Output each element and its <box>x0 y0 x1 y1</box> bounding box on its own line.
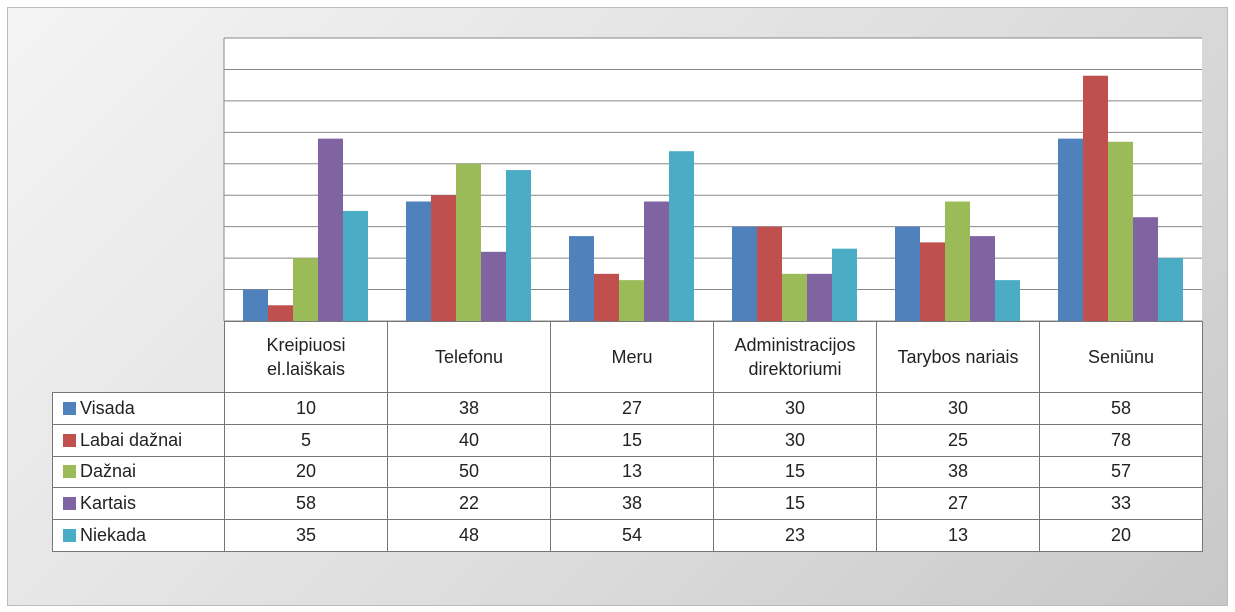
bar <box>644 201 669 321</box>
legend-key <box>63 433 76 447</box>
legend-key <box>63 401 76 415</box>
table-value: 15 <box>713 455 877 489</box>
bar <box>832 248 857 321</box>
table-value: 13 <box>550 455 714 489</box>
table-value: 38 <box>550 487 714 521</box>
table-value: 38 <box>876 455 1040 489</box>
table-value: 54 <box>550 519 714 552</box>
bar <box>895 226 920 321</box>
table-value: 15 <box>550 423 714 457</box>
legend-entry: Niekada <box>52 519 225 552</box>
table-value: 57 <box>1039 455 1203 489</box>
bar <box>945 201 970 321</box>
bar <box>1158 258 1183 321</box>
bar <box>243 289 268 321</box>
table-value: 13 <box>876 519 1040 552</box>
table-value: 48 <box>387 519 551 552</box>
bar <box>318 138 343 321</box>
table-value: 30 <box>713 392 877 425</box>
bar <box>594 273 619 321</box>
legend-entry: Labai dažnai <box>52 423 225 457</box>
table-value: 40 <box>387 423 551 457</box>
table-value: 22 <box>387 487 551 521</box>
bar <box>293 258 318 321</box>
table-value: 23 <box>713 519 877 552</box>
table-value: 78 <box>1039 423 1203 457</box>
bar <box>807 273 832 321</box>
table-value: 10 <box>224 392 388 425</box>
bar <box>970 236 995 321</box>
table-value: 27 <box>876 487 1040 521</box>
bar <box>343 210 368 321</box>
bar <box>1083 75 1108 321</box>
bar <box>481 251 506 321</box>
category-label: Meru <box>550 321 714 393</box>
table-value: 5 <box>224 423 388 457</box>
bar <box>506 170 531 321</box>
bar <box>1058 138 1083 321</box>
category-label: Tarybos nariais <box>876 321 1040 393</box>
table-value: 35 <box>224 519 388 552</box>
bar <box>920 242 945 321</box>
legend-key <box>63 529 76 543</box>
legend-label: Kartais <box>80 493 137 514</box>
table-value: 15 <box>713 487 877 521</box>
legend-label: Niekada <box>80 525 147 546</box>
bar <box>569 236 594 321</box>
category-label: Administracijos direktoriumi <box>713 321 877 393</box>
legend-entry: Kartais <box>52 487 225 521</box>
table-value: 20 <box>1039 519 1203 552</box>
bar <box>406 201 431 321</box>
table-value: 58 <box>224 487 388 521</box>
table-value: 20 <box>224 455 388 489</box>
table-value: 27 <box>550 392 714 425</box>
table-value: 58 <box>1039 392 1203 425</box>
table-value: 25 <box>876 423 1040 457</box>
bar <box>732 226 757 321</box>
legend-label: Dažnai <box>80 461 137 482</box>
legend-entry: Dažnai <box>52 455 225 489</box>
legend-key <box>63 497 76 511</box>
legend-label: Labai dažnai <box>80 429 183 450</box>
category-label: Telefonu <box>387 321 551 393</box>
category-label: Kreipiuosi el.laiškais <box>224 321 388 393</box>
table-value: 30 <box>876 392 1040 425</box>
bar <box>757 226 782 321</box>
bar <box>1133 217 1158 321</box>
table-value: 38 <box>387 392 551 425</box>
table-value: 30 <box>713 423 877 457</box>
legend-entry: Visada <box>52 392 225 425</box>
legend-key <box>63 465 76 479</box>
table-value: 50 <box>387 455 551 489</box>
bar <box>268 305 293 321</box>
bar <box>1108 141 1133 321</box>
category-label: Seniūnu <box>1039 321 1203 393</box>
table-value: 33 <box>1039 487 1203 521</box>
bar <box>782 273 807 321</box>
bar <box>619 280 644 321</box>
plot-area <box>224 38 1202 321</box>
bar <box>456 163 481 321</box>
bar <box>669 151 694 321</box>
bar <box>431 195 456 321</box>
bar <box>995 280 1020 321</box>
legend-label: Visada <box>80 397 135 418</box>
